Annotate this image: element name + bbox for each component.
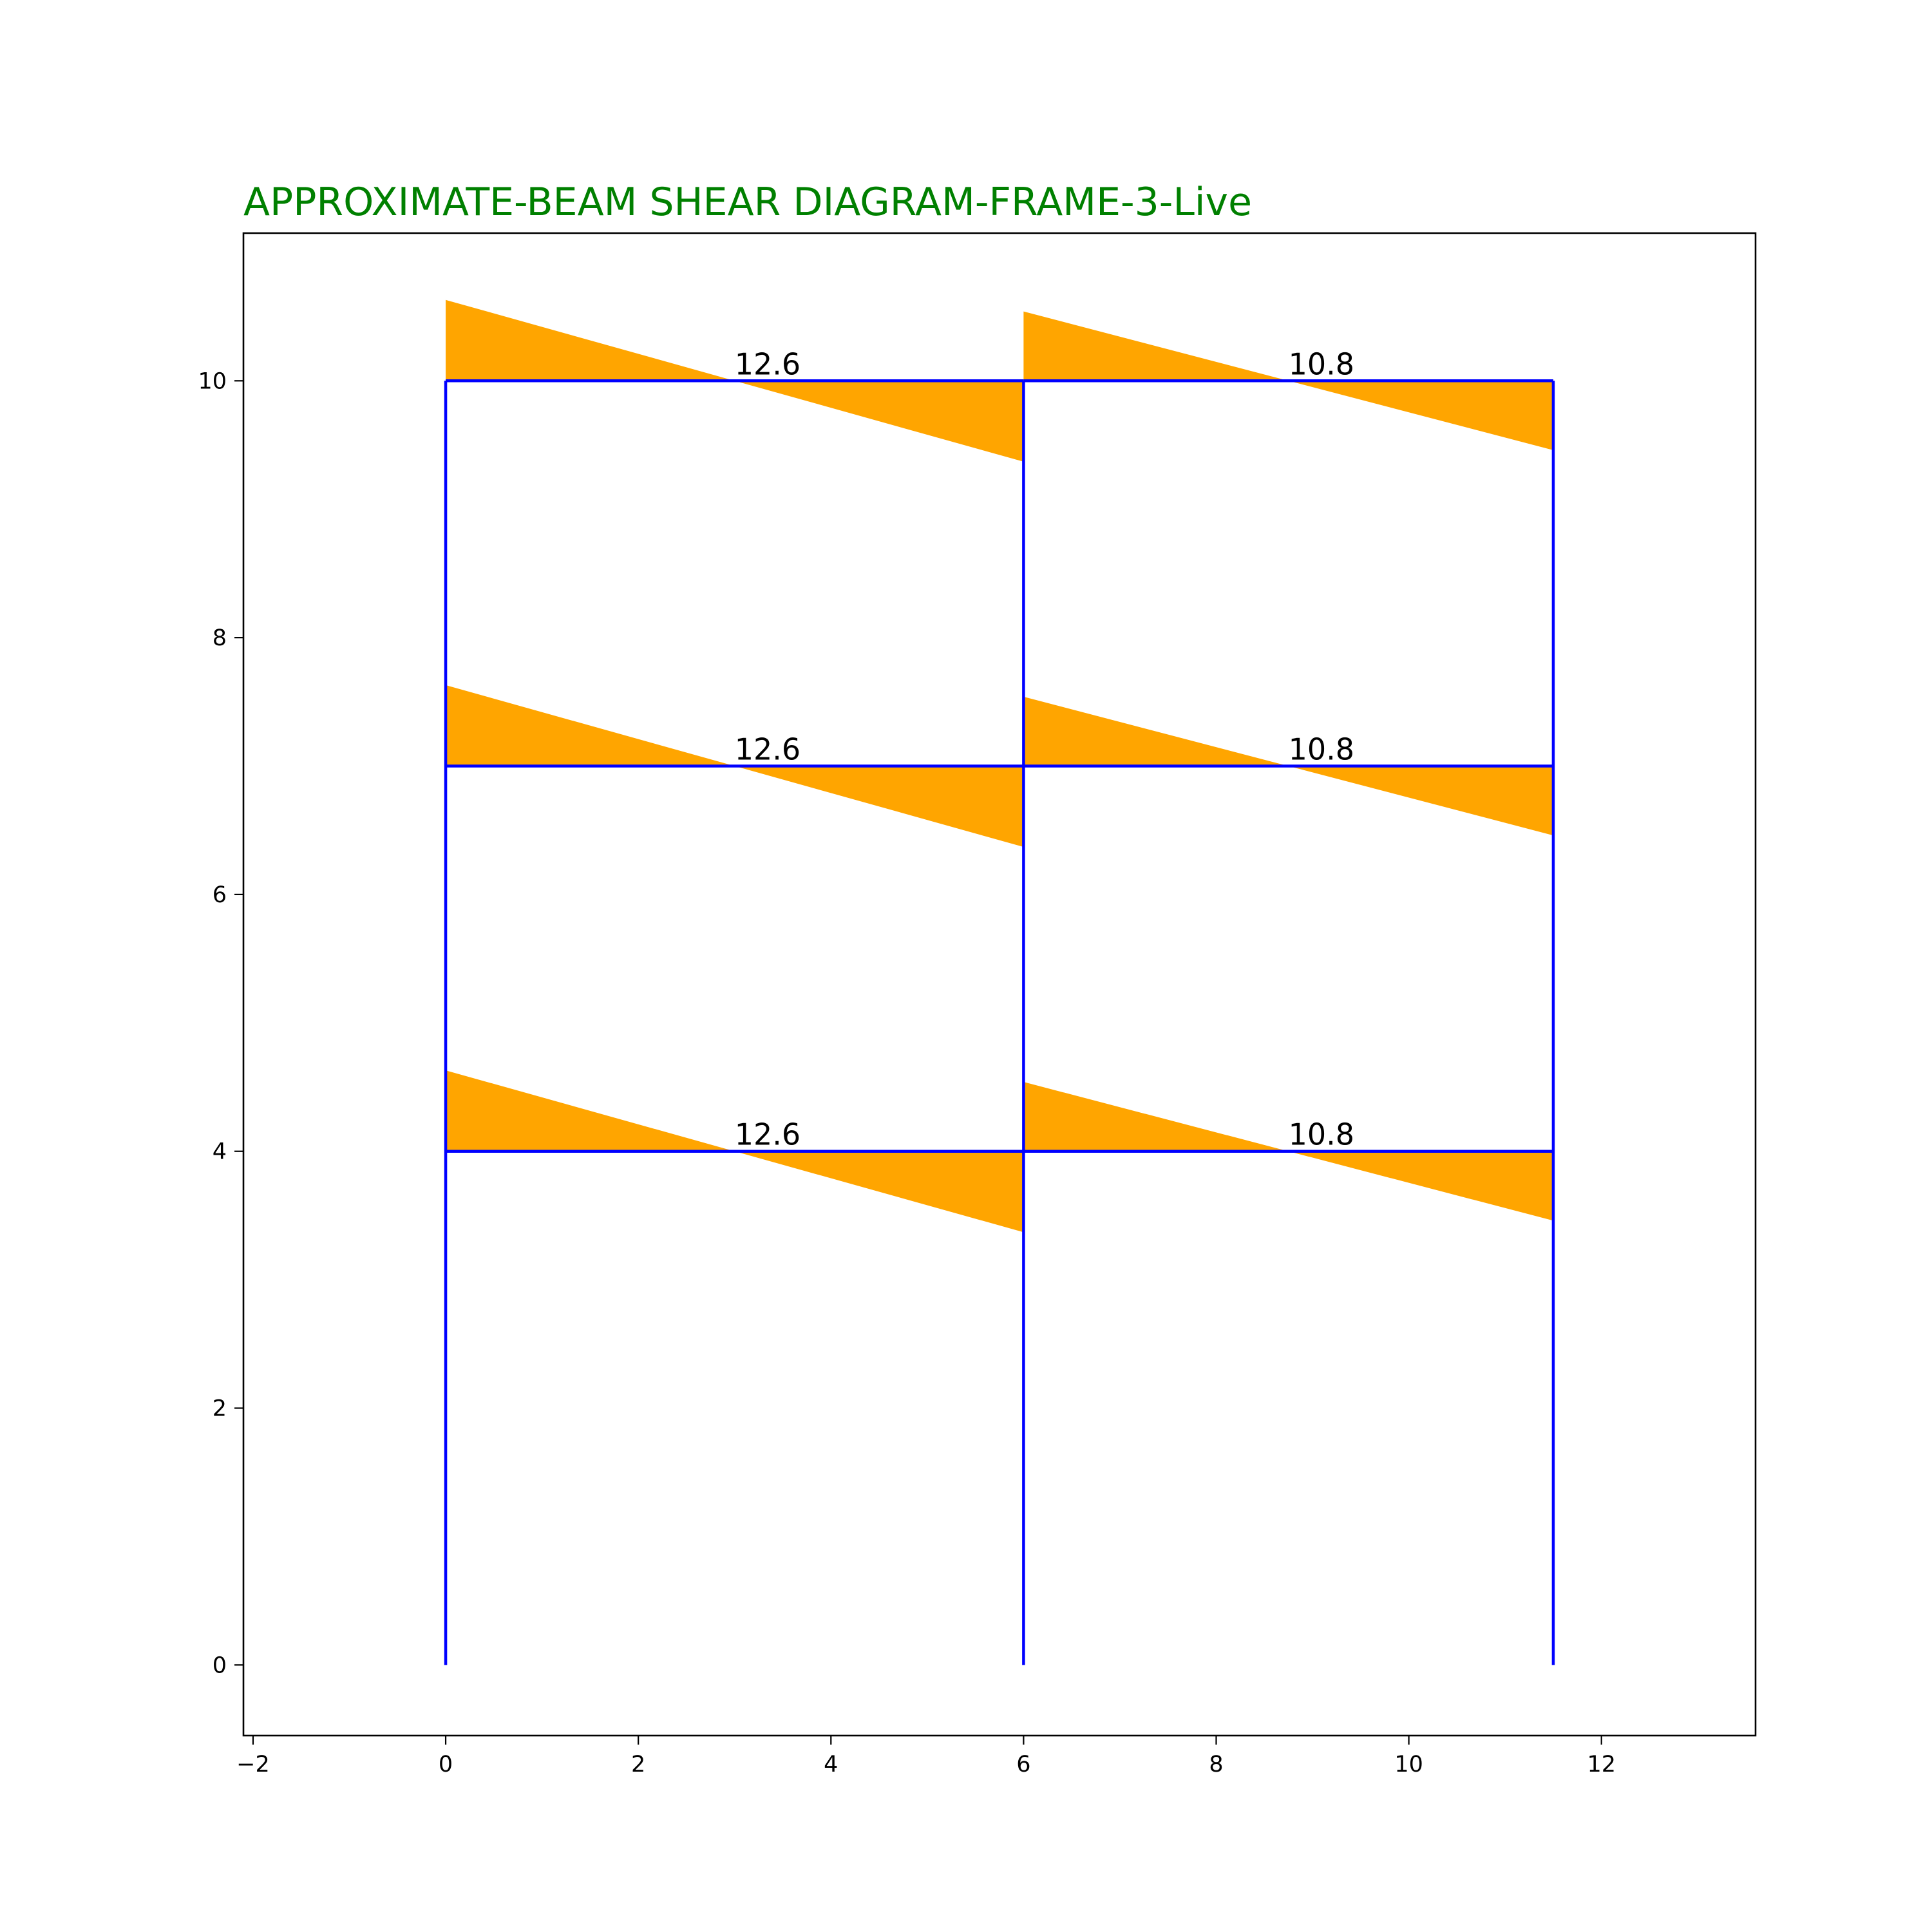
x-tick-label: 12 (1587, 1752, 1616, 1777)
x-tick-label: −2 (236, 1752, 270, 1777)
y-axis: 0 2 4 6 8 10 (198, 368, 243, 1678)
beam-shear-label: 10.8 (1289, 346, 1354, 381)
beam-shear-label: 12.6 (735, 346, 800, 381)
x-tick-label: 0 (439, 1752, 453, 1777)
x-tick-label: 4 (824, 1752, 838, 1777)
beam-shear-label: 10.8 (1289, 732, 1354, 767)
y-tick-label: 8 (213, 625, 227, 651)
y-tick-label: 10 (198, 368, 227, 394)
y-tick-label: 2 (213, 1396, 227, 1422)
x-axis: −2 0 2 4 6 8 10 12 (236, 1736, 1616, 1777)
x-tick-label: 8 (1209, 1752, 1223, 1777)
plot-area: 12.6 10.8 12.6 10.8 12.6 10.8 (444, 299, 1555, 1665)
y-tick-label: 0 (213, 1653, 227, 1678)
beam-shear-label: 10.8 (1289, 1117, 1354, 1152)
beam-shear-label: 12.6 (735, 1117, 800, 1152)
axes-frame (242, 232, 1757, 1737)
x-tick-label: 10 (1394, 1752, 1423, 1777)
y-tick-label: 4 (213, 1139, 227, 1165)
x-tick-label: 6 (1016, 1752, 1030, 1777)
y-tick-label: 6 (213, 882, 227, 908)
beam-shear-label: 12.6 (735, 732, 800, 767)
diagram-title: APPROXIMATE-BEAM SHEAR DIAGRAM-FRAME-3-L… (243, 180, 1252, 225)
x-tick-label: 2 (631, 1752, 645, 1777)
